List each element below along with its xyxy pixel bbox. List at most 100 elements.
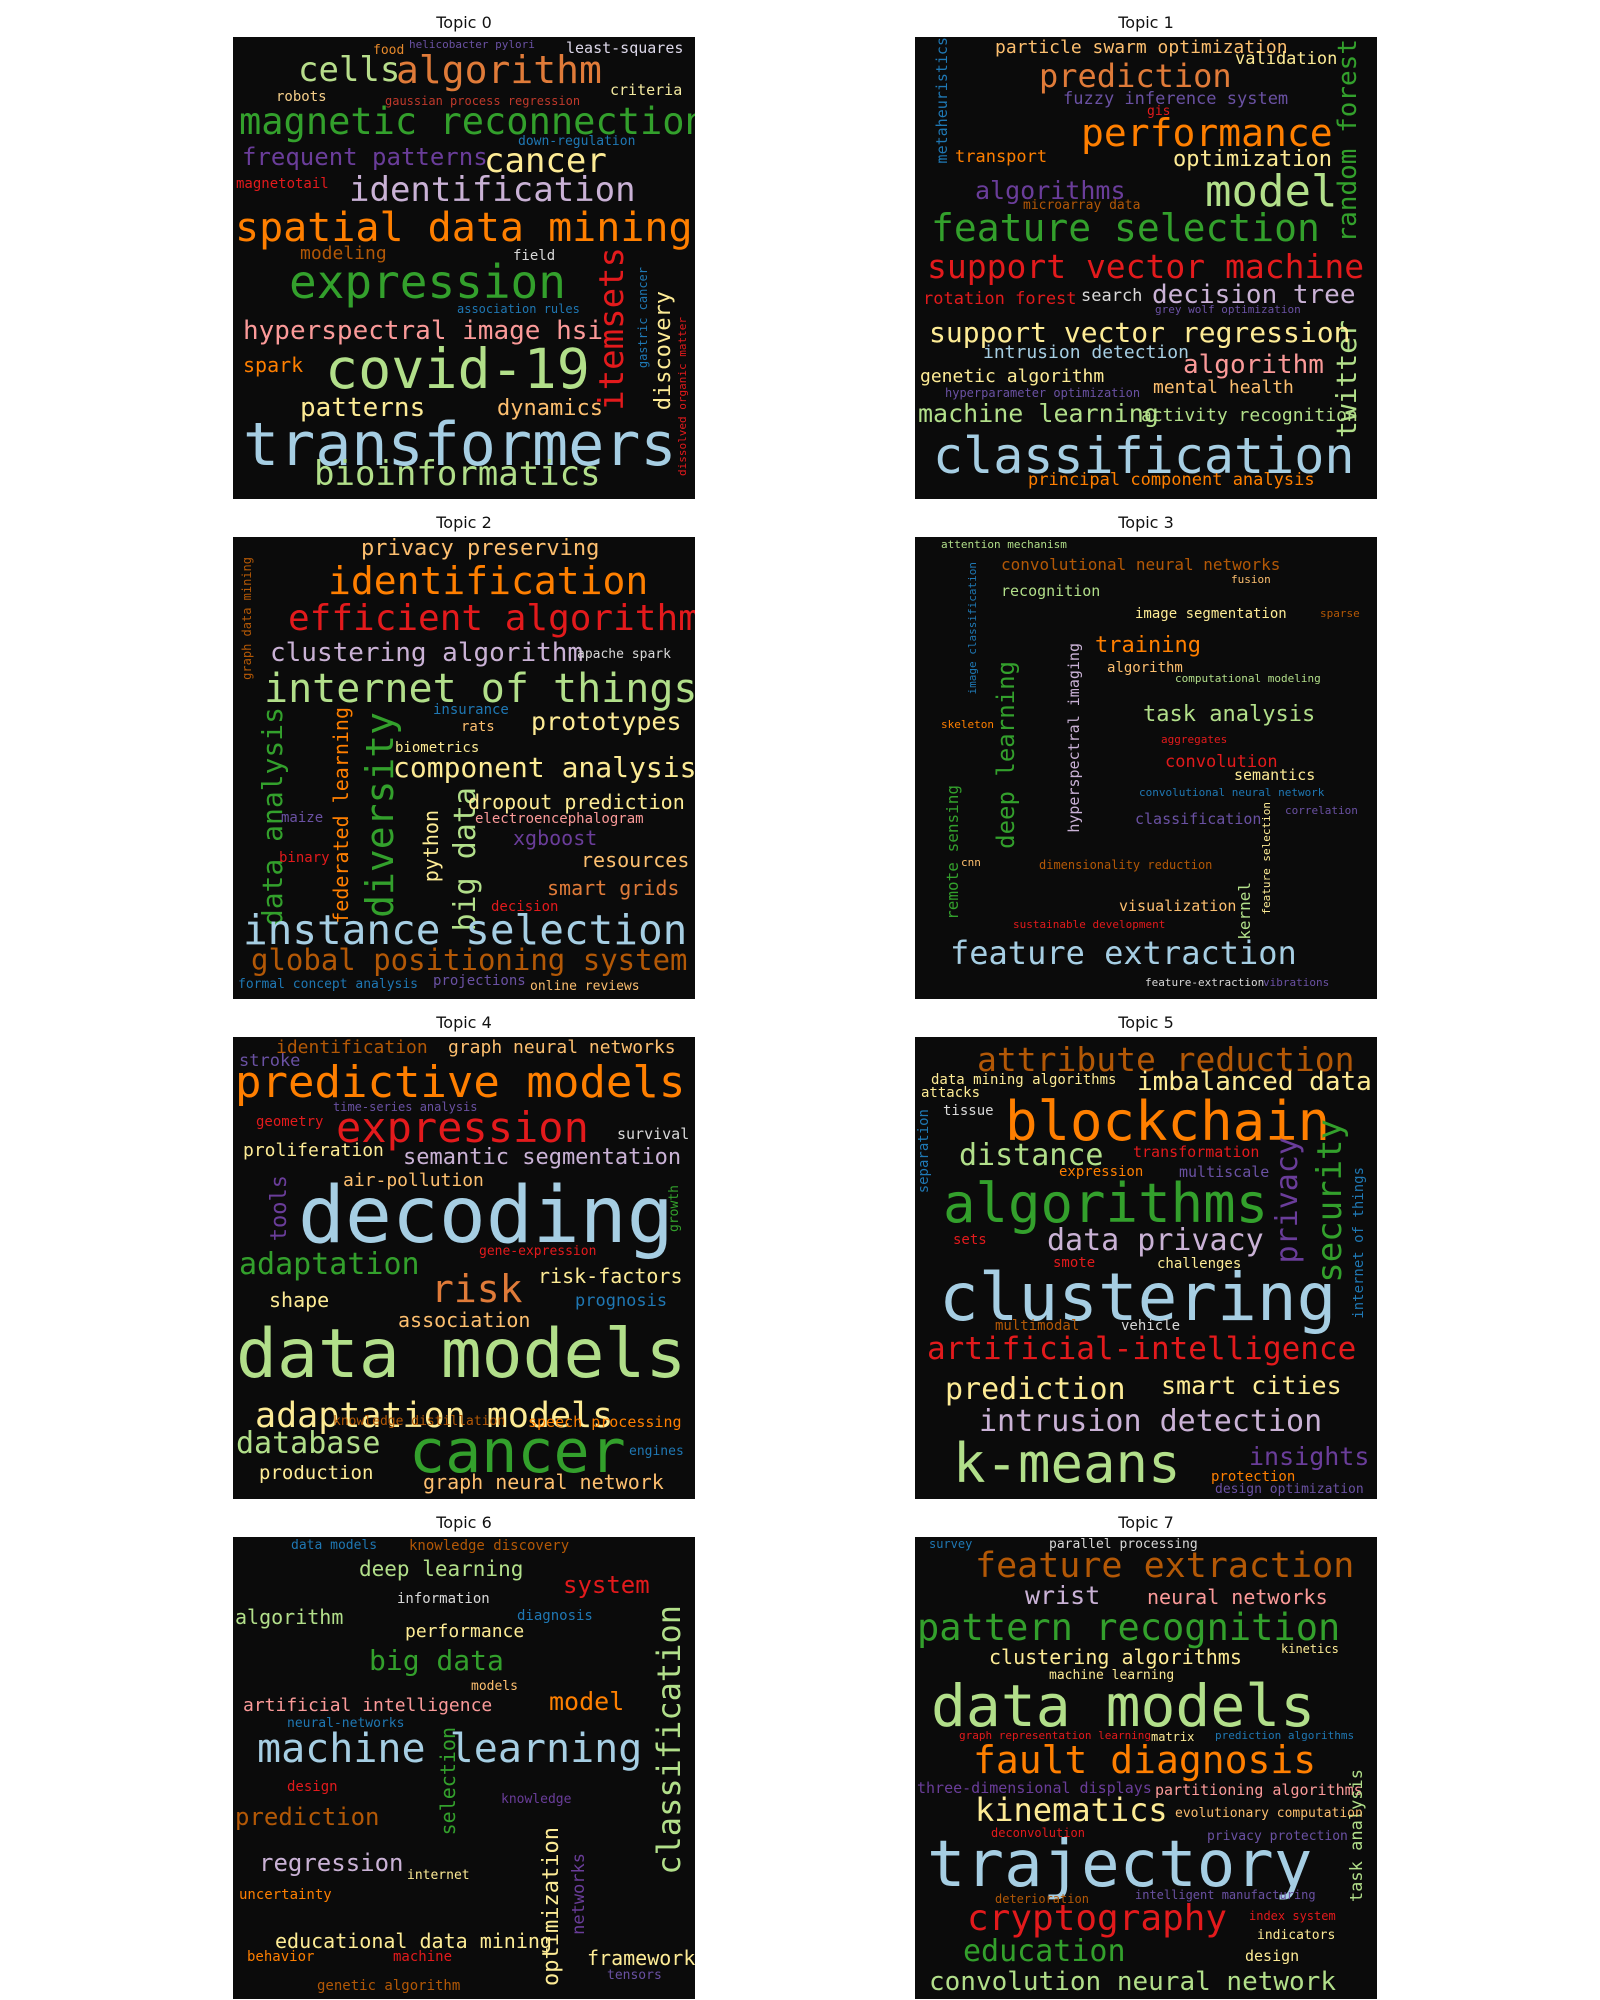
word: tensors <box>607 1968 662 1983</box>
word: education <box>963 1934 1126 1969</box>
word: correlation <box>1285 804 1358 817</box>
word: model <box>1205 166 1338 217</box>
word: feature selection <box>1260 802 1273 915</box>
word: kinetics <box>1281 1642 1339 1656</box>
word: models <box>471 1679 518 1694</box>
word: machine <box>393 1949 453 1965</box>
word: internet of things <box>264 666 695 712</box>
word: clustering <box>939 1259 1337 1336</box>
word: validation <box>1235 49 1338 69</box>
word: transformation <box>1133 1143 1260 1161</box>
word: semantics <box>1234 766 1316 784</box>
word: design <box>287 1779 338 1795</box>
word: expression <box>289 255 566 309</box>
wordcloud-panel-6: data models knowledge discovery deep lea… <box>233 1537 695 1999</box>
word: information <box>397 1591 490 1607</box>
word: prototypes <box>531 707 682 736</box>
word: intelligent manufacturing <box>1135 1888 1316 1902</box>
word: deep learning <box>992 661 1020 849</box>
word: association <box>398 1308 531 1332</box>
word: imbalanced data <box>1137 1067 1372 1097</box>
word: wrist <box>1025 1581 1101 1610</box>
word: apache spark <box>577 647 671 662</box>
word: prediction <box>945 1372 1126 1407</box>
word: convolution neural network <box>929 1967 1336 1997</box>
word: big data <box>369 1644 504 1677</box>
word: rotation forest <box>923 289 1077 309</box>
wordcloud-panel-0: food helicobacter pylori least-squares c… <box>233 37 695 499</box>
word: internet of things <box>1351 1167 1367 1319</box>
word: data models <box>931 1672 1316 1740</box>
word: parallel processing <box>1049 1537 1198 1552</box>
word: semantic segmentation <box>403 1145 682 1170</box>
word: model <box>549 1687 625 1716</box>
wordcloud-panel-4: identification graph neural networks str… <box>233 1037 695 1499</box>
word: dissolved organic matter <box>676 317 689 476</box>
word: three-dimensional displays <box>917 1779 1152 1797</box>
word: association rules <box>457 302 580 316</box>
word: artificial intelligence <box>243 1695 493 1716</box>
word: algorithm <box>396 48 602 92</box>
word: design <box>1245 1947 1300 1965</box>
word: formal concept analysis <box>238 977 419 992</box>
word: vibrations <box>1263 976 1330 989</box>
word: covid-19 <box>325 337 590 401</box>
word: networks <box>569 1853 589 1935</box>
word: convolutional neural networks <box>1001 555 1281 574</box>
word: least-squares <box>566 39 684 57</box>
word: image classification <box>966 562 979 695</box>
word: risk <box>431 1267 523 1311</box>
word: evolutionary computation <box>1175 1806 1363 1821</box>
word: classification <box>650 1605 688 1875</box>
word: data mining algorithms <box>931 1072 1117 1088</box>
word: maize <box>281 810 324 826</box>
word: selection <box>436 1727 460 1836</box>
word: convolution <box>1165 752 1278 772</box>
word: particle swarm optimization <box>995 37 1288 58</box>
word: identification <box>328 559 649 603</box>
word: artificial-intelligence <box>927 1331 1357 1367</box>
wordcloud-panel-1: particle swarm optimization validation m… <box>915 37 1377 499</box>
word: insights <box>1249 1442 1370 1471</box>
word: computational modeling <box>1175 672 1321 685</box>
word: prediction algorithms <box>1215 1729 1355 1742</box>
word: privacy <box>1270 1137 1305 1264</box>
word: field <box>513 248 556 264</box>
word: metaheuristics <box>933 37 951 164</box>
word: smote <box>1053 1255 1096 1271</box>
word: gaussian process regression <box>385 94 581 108</box>
word: system <box>563 1571 650 1599</box>
word: adaptation <box>239 1247 420 1282</box>
word: internet <box>407 1868 470 1883</box>
word: challenges <box>1157 1256 1242 1272</box>
word: knowledge distillation <box>333 1414 506 1429</box>
panel-title: Topic 0 <box>436 13 492 32</box>
word: trajectory <box>927 1828 1313 1902</box>
word: cancer <box>484 141 607 181</box>
word: predictive models <box>235 1057 686 1108</box>
word: engines <box>629 1444 684 1459</box>
word: intrusion detection <box>979 1404 1323 1439</box>
word: feature selection <box>931 206 1320 250</box>
word: decision <box>491 899 559 915</box>
word: gene-expression <box>479 1244 597 1259</box>
word: dynamics <box>497 396 603 421</box>
word: cnn <box>961 856 981 869</box>
word: convolutional neural network <box>1139 786 1325 799</box>
word: neural-networks <box>287 1716 405 1731</box>
word: projections <box>433 973 526 989</box>
word: smart grids <box>547 876 680 900</box>
word: machine learning <box>918 399 1159 428</box>
wordcloud-panel-2: privacy preserving identification effici… <box>233 537 695 999</box>
word: deep learning <box>359 1557 524 1581</box>
word: support vector regression <box>929 316 1351 349</box>
word: recognition <box>1001 582 1101 600</box>
word: knowledge discovery <box>409 1538 570 1554</box>
word: tools <box>267 1175 292 1242</box>
word: rats <box>461 719 495 735</box>
word: intrusion detection <box>983 342 1189 363</box>
word: visualization <box>1119 897 1237 915</box>
word: sustainable development <box>1013 918 1166 931</box>
word: sets <box>953 1232 987 1248</box>
word: task analysis <box>1347 1769 1367 1903</box>
